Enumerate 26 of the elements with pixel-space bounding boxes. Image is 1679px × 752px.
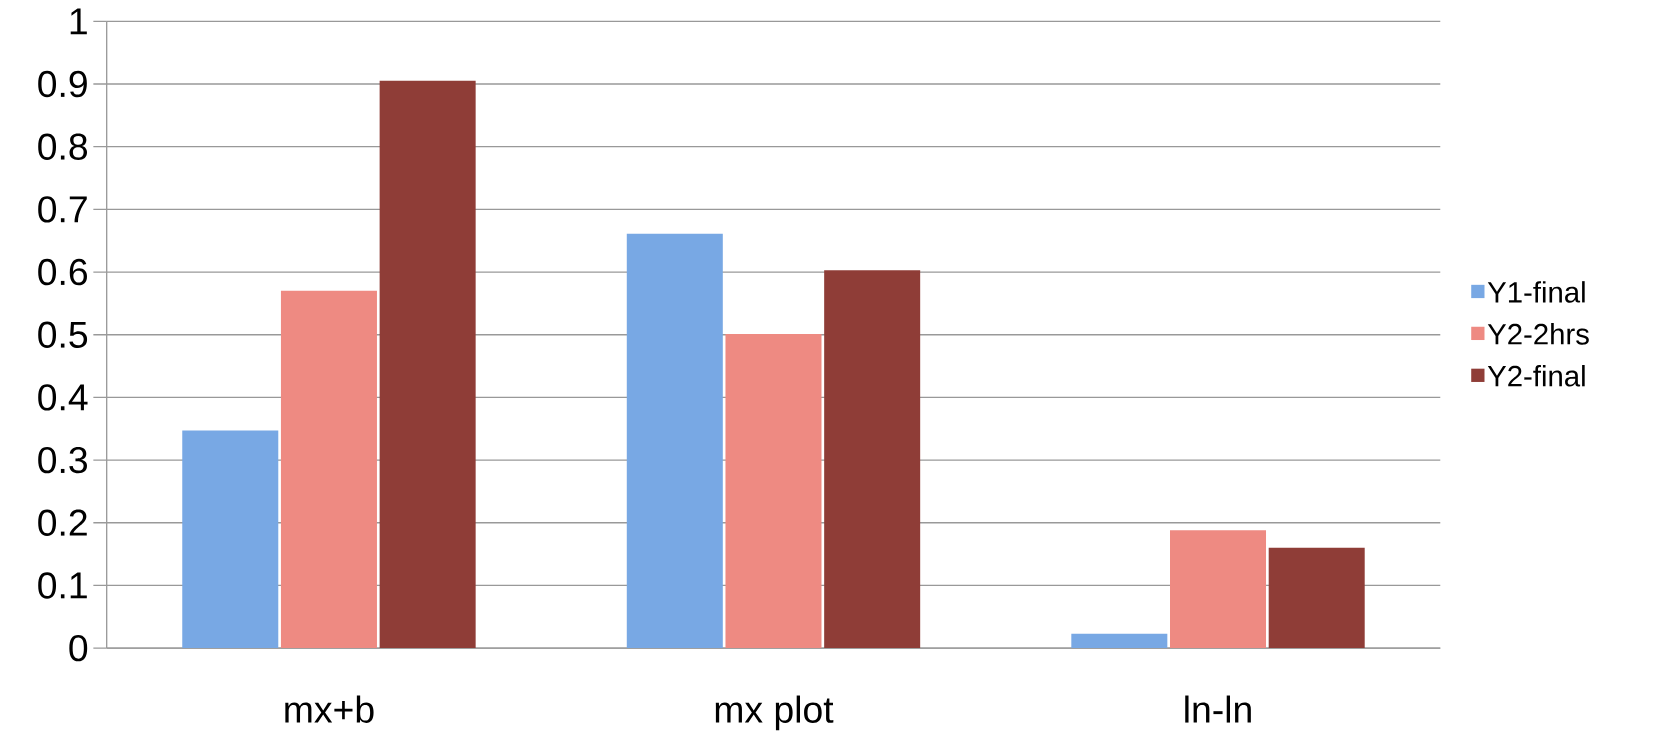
bar [824, 270, 921, 649]
x-tick-label: mx plot [715, 695, 834, 731]
x-tick-label: mx+b [285, 695, 374, 723]
y-tick-label: 0.3 [38, 446, 87, 474]
bar [1170, 530, 1267, 649]
y-tick-label: 0.4 [38, 384, 88, 411]
bar [725, 334, 822, 649]
y-tick-label: 0.9 [38, 70, 87, 98]
bar [280, 290, 377, 649]
y-tick-label: 0.1 [38, 572, 87, 599]
legend-label: Y2-2hrs [1487, 323, 1589, 345]
legend-label: Y1-final [1487, 281, 1585, 303]
x-tick-label: ln-ln [1185, 695, 1251, 723]
bar [182, 430, 279, 649]
y-tick-label: 0.2 [38, 509, 87, 536]
legend-label: Y2-final [1487, 364, 1585, 387]
bar [626, 233, 723, 649]
y-tick-label: 0.7 [38, 196, 87, 223]
y-tick-label: 0.6 [38, 258, 87, 286]
bar [1268, 547, 1365, 649]
y-tick-label: 0.5 [38, 321, 88, 348]
bar [379, 80, 476, 649]
y-tick-label: 0.8 [38, 133, 88, 160]
y-tick-label: 0 [69, 634, 88, 662]
bar [1071, 633, 1168, 649]
y-tick-label: 1 [70, 8, 87, 35]
